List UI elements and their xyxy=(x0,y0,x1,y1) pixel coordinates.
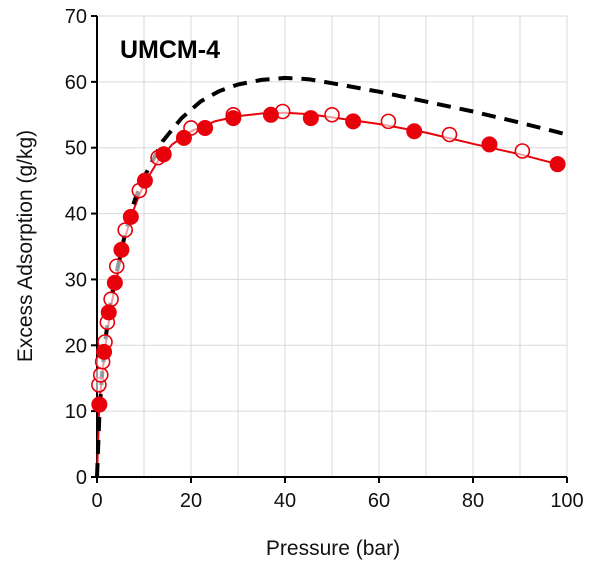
filled-marker-point xyxy=(262,106,279,123)
y-tick-label: 50 xyxy=(65,138,87,160)
filled-marker-point xyxy=(175,129,192,146)
filled-marker-point xyxy=(106,274,123,291)
open-marker-point xyxy=(441,126,458,143)
filled-marker-point xyxy=(481,136,498,153)
open-marker-point xyxy=(92,367,109,383)
y-tick-label: 60 xyxy=(65,72,87,94)
filled-marker-point xyxy=(136,172,153,189)
filled-marker-point xyxy=(302,110,319,127)
filled-marker-point xyxy=(91,396,108,413)
open-marker-point xyxy=(380,113,397,130)
fit-series-line xyxy=(96,111,558,478)
filled-marker-point xyxy=(549,156,566,173)
y-tick-label: 20 xyxy=(65,335,87,357)
x-axis-label: Pressure (bar) xyxy=(266,537,400,560)
y-tick-label: 0 xyxy=(76,467,87,489)
open-marker-point xyxy=(117,222,133,238)
filled-marker-point xyxy=(406,123,423,140)
axes xyxy=(91,15,568,483)
filled-marker-point xyxy=(155,146,172,163)
x-tick-label: 0 xyxy=(91,490,102,512)
labels: UMCM-4 Pressure (bar) Excess Adsorption … xyxy=(14,6,584,560)
y-tick-label: 70 xyxy=(65,6,87,28)
x-tick-label: 40 xyxy=(274,490,296,512)
open-marker-point xyxy=(324,106,340,123)
y-axis-label: Excess Adsorption (g/kg) xyxy=(14,130,37,362)
x-tick-label: 60 xyxy=(368,490,390,512)
chart-title: UMCM-4 xyxy=(120,36,220,64)
filled-marker-point xyxy=(113,241,130,258)
filled-marker-point xyxy=(225,110,242,127)
x-tick-label: 20 xyxy=(180,490,202,512)
filled-marker-point xyxy=(345,113,362,130)
filled-marker-point xyxy=(100,304,117,321)
open-marker-point xyxy=(108,258,125,275)
open-marker-point xyxy=(514,143,531,159)
plot-series xyxy=(91,75,568,478)
y-tick-label: 40 xyxy=(65,204,87,226)
x-tick-label: 100 xyxy=(550,490,583,512)
y-tick-label: 30 xyxy=(65,269,87,291)
x-tick-label: 80 xyxy=(462,490,484,512)
filled-marker-point xyxy=(122,208,139,225)
filled-marker-point xyxy=(96,343,113,360)
filled-marker-point xyxy=(197,119,214,136)
y-tick-label: 10 xyxy=(65,401,87,423)
open-marker-point xyxy=(103,291,119,307)
